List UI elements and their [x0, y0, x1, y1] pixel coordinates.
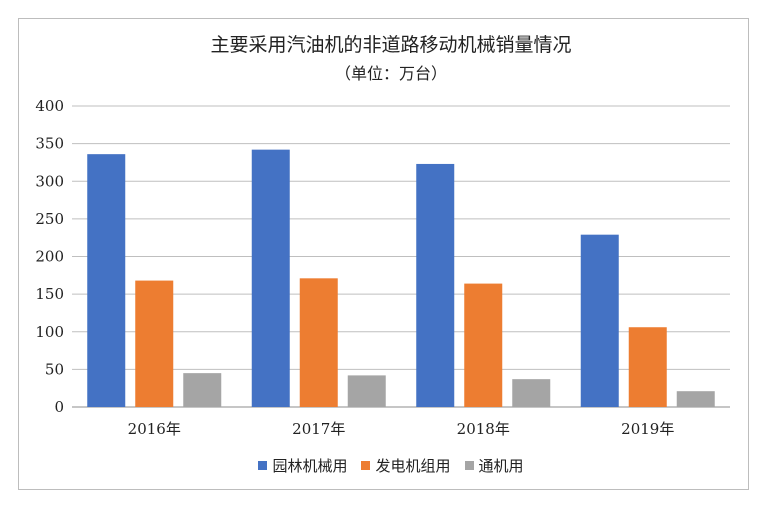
legend-item: 通机用 — [464, 455, 524, 476]
bar — [416, 163, 455, 407]
chart-title: 主要采用汽油机的非道路移动机械销量情况 — [210, 34, 572, 56]
legend-swatch — [361, 461, 371, 470]
legend-item: 发电机组用 — [361, 455, 451, 476]
bar — [251, 149, 290, 407]
bar — [628, 327, 667, 407]
legend-item: 园林机械用 — [258, 455, 347, 476]
bar — [347, 375, 386, 407]
y-tick-label: 250 — [35, 210, 64, 228]
bar — [580, 234, 619, 407]
y-tick-label: 50 — [45, 360, 64, 378]
bar — [183, 373, 222, 407]
y-tick-label: 100 — [35, 323, 64, 341]
chart-subtitle: （单位：万台） — [334, 64, 447, 83]
x-tick-label: 2018年 — [457, 420, 510, 438]
bar — [87, 154, 126, 407]
x-tick-label: 2016年 — [128, 420, 181, 438]
x-tick-label: 2017年 — [292, 420, 345, 438]
y-tick-label: 400 — [35, 97, 64, 115]
bar — [512, 379, 551, 407]
chart-legend: 园林机械用 发电机组用 通机用 — [0, 455, 782, 476]
bar — [299, 278, 338, 407]
y-tick-label: 200 — [35, 248, 64, 266]
legend-swatch — [258, 461, 268, 470]
legend-label: 园林机械用 — [272, 457, 348, 475]
bar — [676, 391, 715, 407]
chart-frame — [18, 18, 749, 490]
bar — [464, 283, 503, 407]
legend-label: 通机用 — [478, 457, 524, 475]
y-tick-label: 150 — [35, 285, 64, 303]
legend-swatch — [464, 461, 474, 470]
legend-label: 发电机组用 — [375, 457, 451, 475]
y-tick-label: 350 — [35, 135, 64, 153]
bar — [135, 280, 174, 407]
y-tick-label: 300 — [35, 172, 64, 190]
x-tick-label: 2019年 — [621, 420, 674, 438]
y-tick-label: 0 — [54, 398, 64, 416]
